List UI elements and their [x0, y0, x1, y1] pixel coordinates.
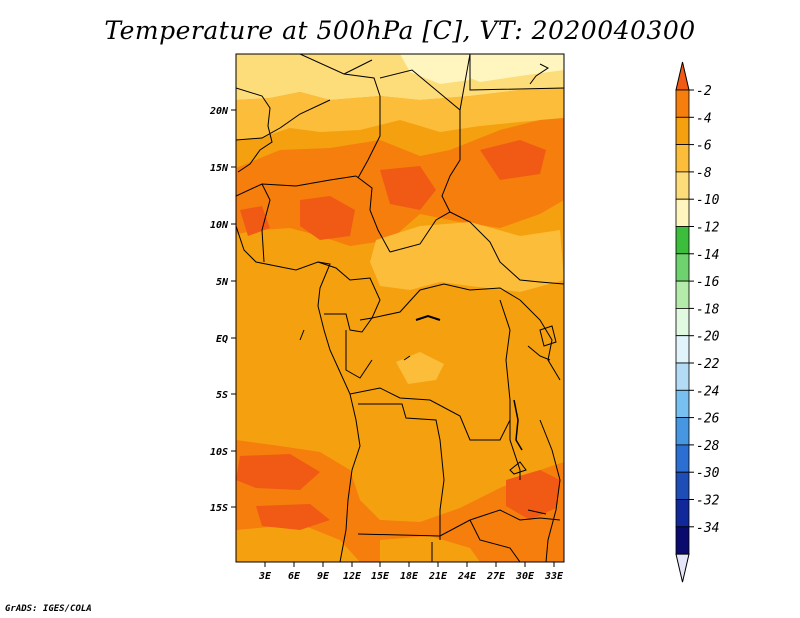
- lat-label: 10N: [210, 220, 229, 231]
- lon-label: 24E: [457, 571, 477, 582]
- colorbar-swatch: [675, 307, 690, 337]
- colorbar-top-triangle: [675, 61, 690, 91]
- colorbar-swatch: [675, 335, 690, 364]
- colorbar-label: -12: [696, 221, 720, 236]
- map-title: Temperature at 500hPa [C], VT: 202004030…: [104, 16, 696, 45]
- lon-label: 33E: [544, 571, 564, 582]
- lon-label: 3E: [258, 571, 272, 582]
- colorbar-label: -24: [696, 384, 719, 399]
- colorbar-label: -10: [696, 193, 720, 208]
- lat-label: 5S: [216, 390, 228, 401]
- lon-label: 12E: [343, 571, 362, 582]
- lon-label: 30E: [515, 571, 535, 582]
- lat-label: 15S: [210, 503, 228, 514]
- colorbar-label: -6: [696, 139, 712, 154]
- colorbar-label: -30: [696, 466, 720, 481]
- lat-label: 15N: [210, 163, 229, 174]
- latitude-axis: [231, 109, 236, 508]
- colorbar-swatch: [675, 526, 690, 555]
- colorbar-swatch: [675, 144, 690, 173]
- lat-label: EQ: [216, 334, 228, 345]
- colorbar-label: -18: [696, 302, 720, 317]
- colorbar-swatch: [675, 171, 690, 200]
- colorbar-swatch: [675, 226, 690, 255]
- colorbar-swatch: [675, 89, 690, 118]
- colorbar: -2 -4 -6 -8 -10 -12 -14 -16 -18 -20 -22 -24 -26 -28 -3…: [675, 61, 720, 583]
- lon-label: 21E: [428, 571, 448, 582]
- colorbar-label: -2: [696, 84, 712, 99]
- lon-label: 27E: [486, 571, 506, 582]
- country-borders: [236, 54, 564, 562]
- colorbar-swatch: [675, 362, 690, 391]
- lon-label: 15E: [371, 571, 390, 582]
- colorbar-label: -14: [696, 248, 719, 263]
- colorbar-bottom-triangle: [675, 553, 690, 583]
- colorbar-label: -16: [696, 275, 720, 290]
- lon-label: 18E: [400, 571, 419, 582]
- colorbar-swatch: [675, 198, 690, 227]
- map-frame: [235, 53, 565, 563]
- colorbar-swatch: [675, 499, 690, 528]
- colorbar-swatch: [675, 116, 690, 146]
- colorbar-label: -22: [696, 357, 720, 372]
- grads-credit: GrADS: IGES/COLA: [5, 604, 92, 614]
- colorbar-label: -26: [696, 412, 720, 427]
- temperature-field: [236, 54, 564, 562]
- lat-label: 10S: [210, 447, 228, 458]
- colorbar-label: -8: [696, 166, 712, 181]
- colorbar-label: -34: [696, 521, 719, 536]
- colorbar-swatch: [675, 444, 690, 473]
- colorbar-swatch: [675, 253, 690, 282]
- colorbar-swatch: [675, 471, 690, 500]
- lat-label: 5N: [216, 277, 229, 288]
- colorbar-label: -32: [696, 494, 720, 509]
- colorbar-swatch: [675, 417, 690, 446]
- lon-label: 9E: [317, 571, 330, 582]
- colorbar-swatch: [675, 389, 690, 418]
- lon-label: 6E: [288, 571, 301, 582]
- colorbar-swatch: [675, 280, 690, 309]
- colorbar-label: -4: [696, 111, 712, 126]
- lat-label: 20N: [209, 106, 229, 117]
- longitude-axis: [264, 562, 555, 567]
- colorbar-label: -20: [696, 330, 720, 345]
- colorbar-label: -28: [696, 439, 720, 454]
